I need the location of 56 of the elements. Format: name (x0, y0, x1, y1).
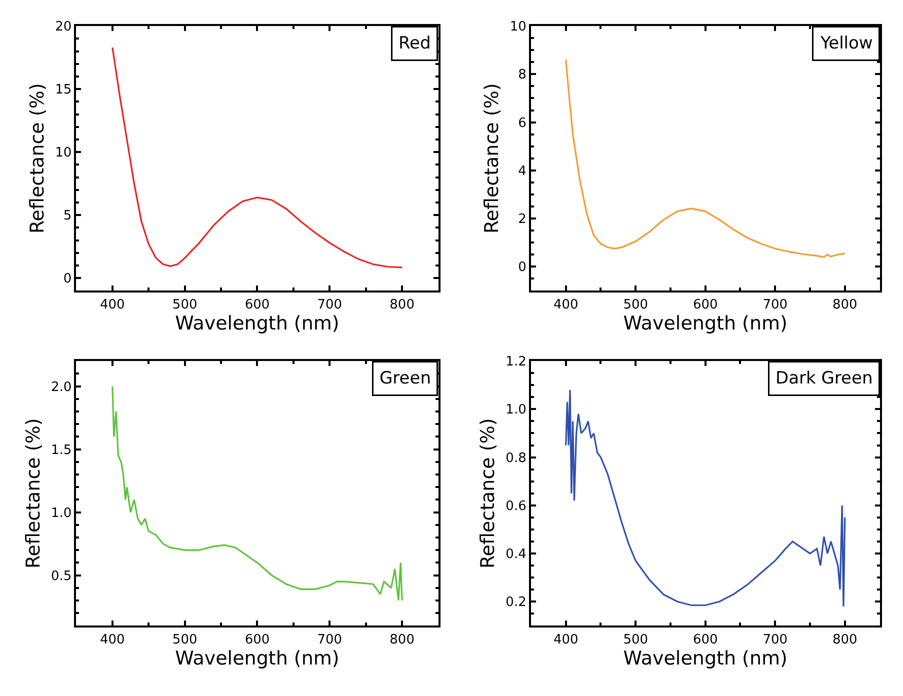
x-tick-label: 800 (390, 297, 414, 312)
y-tick-label: 1.2 (506, 354, 526, 370)
y-tick-label: 0.4 (506, 547, 526, 562)
x-tick-label: 400 (553, 632, 578, 648)
y-tick-label: 1.0 (506, 402, 526, 418)
y-tick-label: 1.5 (50, 442, 72, 458)
line-series (112, 385, 403, 602)
x-axis-title: Wavelength (nm) (623, 312, 788, 334)
annotation: Yellow (820, 34, 873, 54)
x-tick-label: 600 (244, 297, 270, 312)
x-tick-label: 600 (692, 297, 718, 312)
x-tick-label: 800 (832, 632, 858, 648)
x-tick-label: 400 (553, 297, 578, 312)
x-tick-label: 700 (317, 632, 342, 648)
y-tick-label: 15 (55, 82, 72, 98)
x-axis-title: Wavelength (nm) (175, 647, 340, 670)
x-tick-label: 500 (623, 297, 648, 312)
x-tick-label: 700 (762, 632, 788, 648)
x-tick-label: 400 (100, 297, 125, 312)
x-tick-label: 500 (623, 632, 648, 648)
x-axis-title: Wavelength (nm) (623, 647, 788, 670)
y-axis-title: Reflectance (%) (477, 418, 500, 569)
line-series (565, 389, 846, 608)
y-tick-label: 10 (55, 146, 72, 161)
line-series (565, 58, 846, 258)
x-tick-label: 700 (762, 297, 788, 312)
x-tick-label: 400 (100, 632, 125, 648)
y-tick-label: 20 (55, 20, 72, 35)
y-axis-title: Reflectance (%) (26, 83, 48, 234)
y-tick-label: 0.6 (506, 498, 526, 514)
x-tick-label: 700 (317, 297, 342, 312)
y-tick-label: 0 (63, 272, 72, 287)
y-tick-label: 2 (518, 212, 526, 228)
x-axis-title: Wavelength (nm) (175, 312, 340, 334)
x-tick-label: 500 (172, 297, 198, 312)
annotation: Dark Green (776, 368, 873, 388)
x-tick-label: 800 (390, 632, 414, 648)
x-tick-label: 500 (172, 632, 198, 648)
y-axis-title: Reflectance (%) (481, 83, 504, 234)
y-tick-label: 0.2 (506, 595, 526, 610)
y-tick-label: 0.8 (506, 450, 526, 466)
annotation: Green (380, 368, 431, 388)
y-tick-label: 2.0 (50, 380, 72, 395)
y-tick-label: 8 (518, 68, 526, 83)
annotation: Red (398, 34, 431, 54)
y-axis-title: Reflectance (%) (22, 418, 44, 569)
y-tick-label: 1.0 (50, 506, 72, 521)
y-tick-label: 4 (518, 164, 526, 179)
x-tick-label: 600 (244, 632, 270, 648)
y-tick-label: 5 (63, 208, 72, 224)
y-tick-label: 6 (518, 116, 526, 131)
x-tick-label: 800 (832, 297, 858, 312)
y-tick-label: 10 (510, 20, 526, 35)
y-tick-label: 0 (518, 260, 526, 276)
x-tick-label: 600 (692, 632, 718, 648)
y-tick-label: 0.5 (50, 568, 72, 584)
